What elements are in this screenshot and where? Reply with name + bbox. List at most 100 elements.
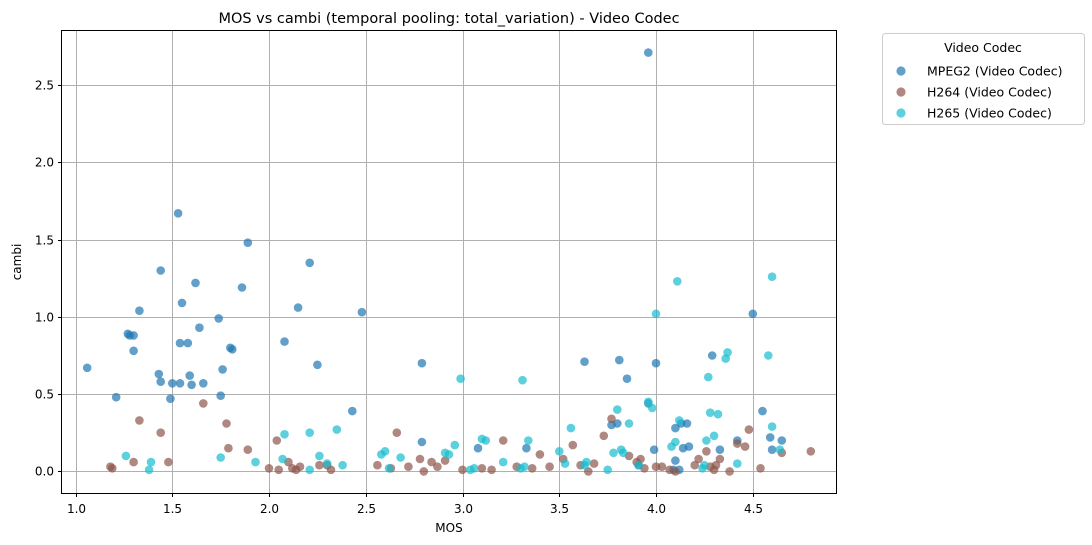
data-point: [82, 363, 92, 373]
data-point: [524, 436, 533, 445]
data-point: [740, 442, 750, 451]
data-point: [775, 445, 785, 455]
data-point: [146, 457, 156, 467]
data-point: [702, 447, 711, 456]
x-tick-label: 3.0: [454, 502, 473, 516]
data-point: [599, 431, 609, 441]
data-point: [154, 369, 164, 379]
data-point: [615, 355, 624, 365]
data-points: [82, 48, 816, 476]
data-point: [433, 462, 442, 472]
data-point: [380, 447, 390, 456]
data-point: [313, 360, 322, 370]
data-point: [243, 238, 253, 247]
data-point: [164, 457, 173, 467]
data-point: [651, 462, 661, 472]
data-point: [295, 462, 305, 472]
series-0-points: [82, 48, 787, 475]
data-point: [195, 323, 204, 333]
data-point: [568, 440, 578, 450]
data-point: [481, 436, 491, 445]
data-point: [135, 306, 144, 316]
data-point: [767, 272, 777, 282]
data-point: [733, 459, 742, 468]
data-point: [224, 443, 233, 453]
data-point: [702, 436, 711, 445]
data-point: [129, 346, 138, 356]
y-tick-label: 2.0: [35, 156, 54, 170]
x-tick-label: 4.5: [744, 502, 763, 516]
data-point: [166, 394, 175, 404]
data-point: [545, 462, 554, 472]
data-point: [121, 451, 131, 461]
series-1-points: [106, 399, 816, 476]
data-point: [580, 357, 589, 367]
data-point: [332, 425, 342, 434]
series-2-points: [121, 272, 785, 475]
y-axis-title: cambi: [10, 244, 24, 281]
data-point: [644, 48, 653, 57]
y-tick-label: 1.0: [35, 311, 54, 325]
data-point: [348, 406, 357, 416]
data-point: [777, 436, 787, 445]
x-axis-title: MOS: [435, 521, 462, 535]
data-point: [440, 456, 450, 465]
data-point: [456, 374, 465, 384]
data-point: [450, 440, 460, 450]
data-point: [733, 439, 742, 448]
y-tick-label: 2.5: [35, 79, 54, 93]
data-point: [183, 338, 193, 348]
data-point: [222, 419, 231, 428]
data-point: [272, 436, 282, 445]
data-point: [767, 445, 777, 455]
data-point: [682, 419, 692, 428]
data-point: [129, 331, 138, 340]
data-point: [427, 457, 436, 467]
data-point: [315, 451, 324, 461]
legend: Video Codec MPEG2 (Video Codec) H264 (Vid…: [882, 33, 1085, 125]
data-point: [518, 375, 527, 385]
data-point: [156, 428, 165, 438]
data-point: [168, 379, 177, 388]
x-tick-label: 3.5: [550, 502, 569, 516]
data-point: [108, 464, 117, 473]
y-tick-label: 1.5: [35, 234, 54, 248]
data-point: [582, 457, 591, 467]
x-axis-ticks: 1.0 1.5 2.0 2.5 3.0 3.5 4.0 4.5: [67, 493, 763, 516]
data-point: [373, 460, 382, 470]
data-point: [444, 450, 454, 459]
data-point: [715, 445, 725, 455]
data-point: [613, 419, 622, 428]
data-point: [199, 379, 208, 388]
data-point: [315, 460, 324, 470]
data-point: [237, 283, 247, 292]
plot-frame: [61, 30, 837, 494]
data-point: [765, 433, 775, 442]
data-point: [135, 416, 144, 425]
data-point: [694, 454, 703, 464]
data-point: [469, 464, 479, 473]
data-point: [758, 406, 767, 416]
data-point: [228, 345, 237, 354]
data-point: [709, 431, 719, 441]
data-point: [322, 459, 332, 468]
data-point: [744, 425, 754, 434]
data-point: [704, 372, 713, 382]
data-point: [711, 460, 721, 470]
data-point: [199, 399, 208, 408]
data-point: [280, 337, 289, 346]
y-tick-label: 0.5: [35, 388, 54, 402]
data-point: [675, 416, 684, 425]
data-point: [264, 464, 274, 473]
legend-title: Video Codec: [944, 40, 1022, 55]
x-tick-label: 2.5: [357, 502, 376, 516]
y-axis-ticks: 0.0 0.5 1.0 1.5 2.0 2.5: [35, 79, 62, 479]
data-point: [191, 278, 200, 288]
data-point: [305, 465, 315, 475]
x-tick-label: 4.0: [647, 502, 666, 516]
data-point: [404, 462, 413, 472]
data-point: [111, 392, 121, 402]
data-point: [684, 442, 694, 451]
data-point: [634, 460, 643, 470]
data-point: [175, 338, 185, 348]
